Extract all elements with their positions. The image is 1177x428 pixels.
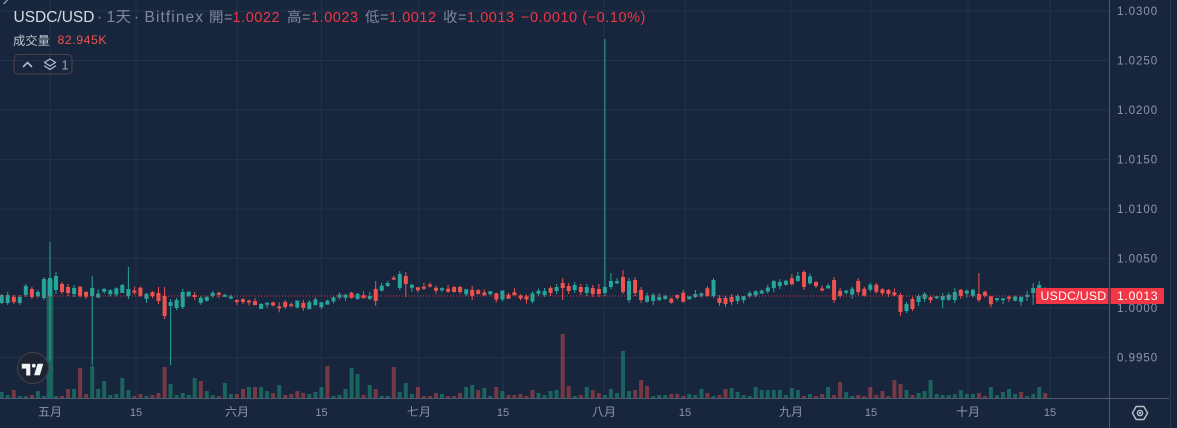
- svg-text:=: =: [380, 10, 388, 26]
- svg-text:Bitfinex: Bitfinex: [145, 9, 205, 26]
- svg-text:15: 15: [679, 407, 691, 419]
- svg-text:0.9950: 0.9950: [1117, 353, 1158, 365]
- svg-text:1.0013: 1.0013: [467, 10, 515, 26]
- svg-text:· 1: · 1: [97, 9, 115, 26]
- svg-text:15: 15: [130, 407, 142, 419]
- svg-text:USDC/USD: USDC/USD: [1041, 289, 1107, 303]
- svg-text:=: =: [224, 10, 232, 26]
- svg-text:=: =: [302, 10, 310, 26]
- svg-text:1.0200: 1.0200: [1117, 105, 1158, 117]
- svg-text:1.0300: 1.0300: [1117, 6, 1158, 18]
- svg-text:−0.0010 (−0.10%): −0.0010 (−0.10%): [521, 10, 646, 26]
- svg-text:=: =: [458, 10, 466, 26]
- svg-text:USDC/USD: USDC/USD: [14, 9, 95, 26]
- svg-text:15: 15: [497, 407, 509, 419]
- svg-text:1.0013: 1.0013: [1117, 289, 1158, 303]
- svg-text:15: 15: [315, 407, 327, 419]
- svg-text:1.0023: 1.0023: [311, 10, 359, 26]
- svg-text:15: 15: [865, 407, 877, 419]
- svg-text:1.0100: 1.0100: [1117, 204, 1158, 216]
- svg-text:1.0250: 1.0250: [1117, 56, 1158, 68]
- svg-text:1.0050: 1.0050: [1117, 254, 1158, 266]
- svg-text:1.0012: 1.0012: [389, 10, 437, 26]
- svg-text:15: 15: [1044, 407, 1056, 419]
- svg-text:·: ·: [134, 9, 139, 26]
- svg-text:1: 1: [62, 59, 69, 73]
- svg-text:82.945K: 82.945K: [58, 33, 108, 47]
- svg-text:1.0022: 1.0022: [233, 10, 281, 26]
- svg-text:1.0000: 1.0000: [1117, 303, 1158, 315]
- svg-text:1.0150: 1.0150: [1117, 155, 1158, 167]
